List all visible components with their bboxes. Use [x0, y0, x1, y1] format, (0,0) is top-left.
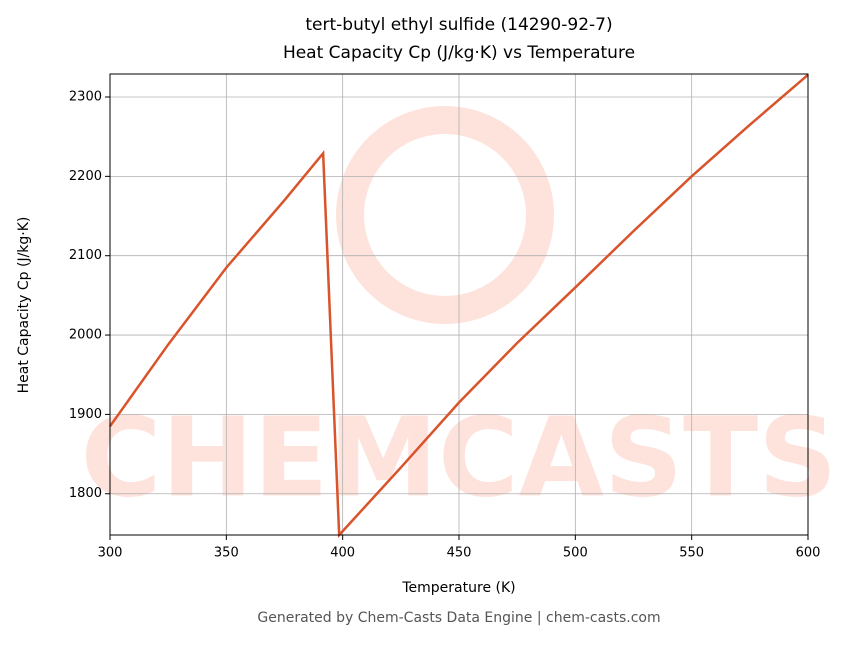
footer: Generated by Chem-Casts Data Engine | ch…: [257, 610, 660, 626]
y-tick-label: 1800: [69, 486, 102, 501]
x-tick-label: 350: [214, 546, 239, 561]
x-tick-label: 550: [679, 546, 704, 561]
x-axis-label: Temperature (K): [401, 580, 515, 596]
y-tick-label: 2100: [69, 248, 102, 263]
watermark-logo: [336, 106, 554, 324]
data-line: [108, 73, 809, 539]
y-axis-label: Heat Capacity Cp (J/kg·K): [16, 217, 32, 394]
y-tick-label: 2300: [69, 90, 102, 105]
chart-subtitle: Heat Capacity Cp (J/kg·K) vs Temperature: [283, 43, 635, 63]
y-tick-label: 2000: [69, 328, 102, 343]
x-tick-label: 600: [796, 546, 821, 561]
plot-frame: [109, 73, 809, 536]
y-tick-label: 1900: [69, 407, 102, 422]
x-tick-label: 400: [330, 546, 355, 561]
x-tick-label: 450: [447, 546, 472, 561]
x-tick-label: 300: [98, 546, 123, 561]
chart-title: tert-butyl ethyl sulfide (14290-92-7): [305, 15, 612, 35]
x-tick-label: 500: [563, 546, 588, 561]
y-tick-label: 2200: [69, 169, 102, 184]
